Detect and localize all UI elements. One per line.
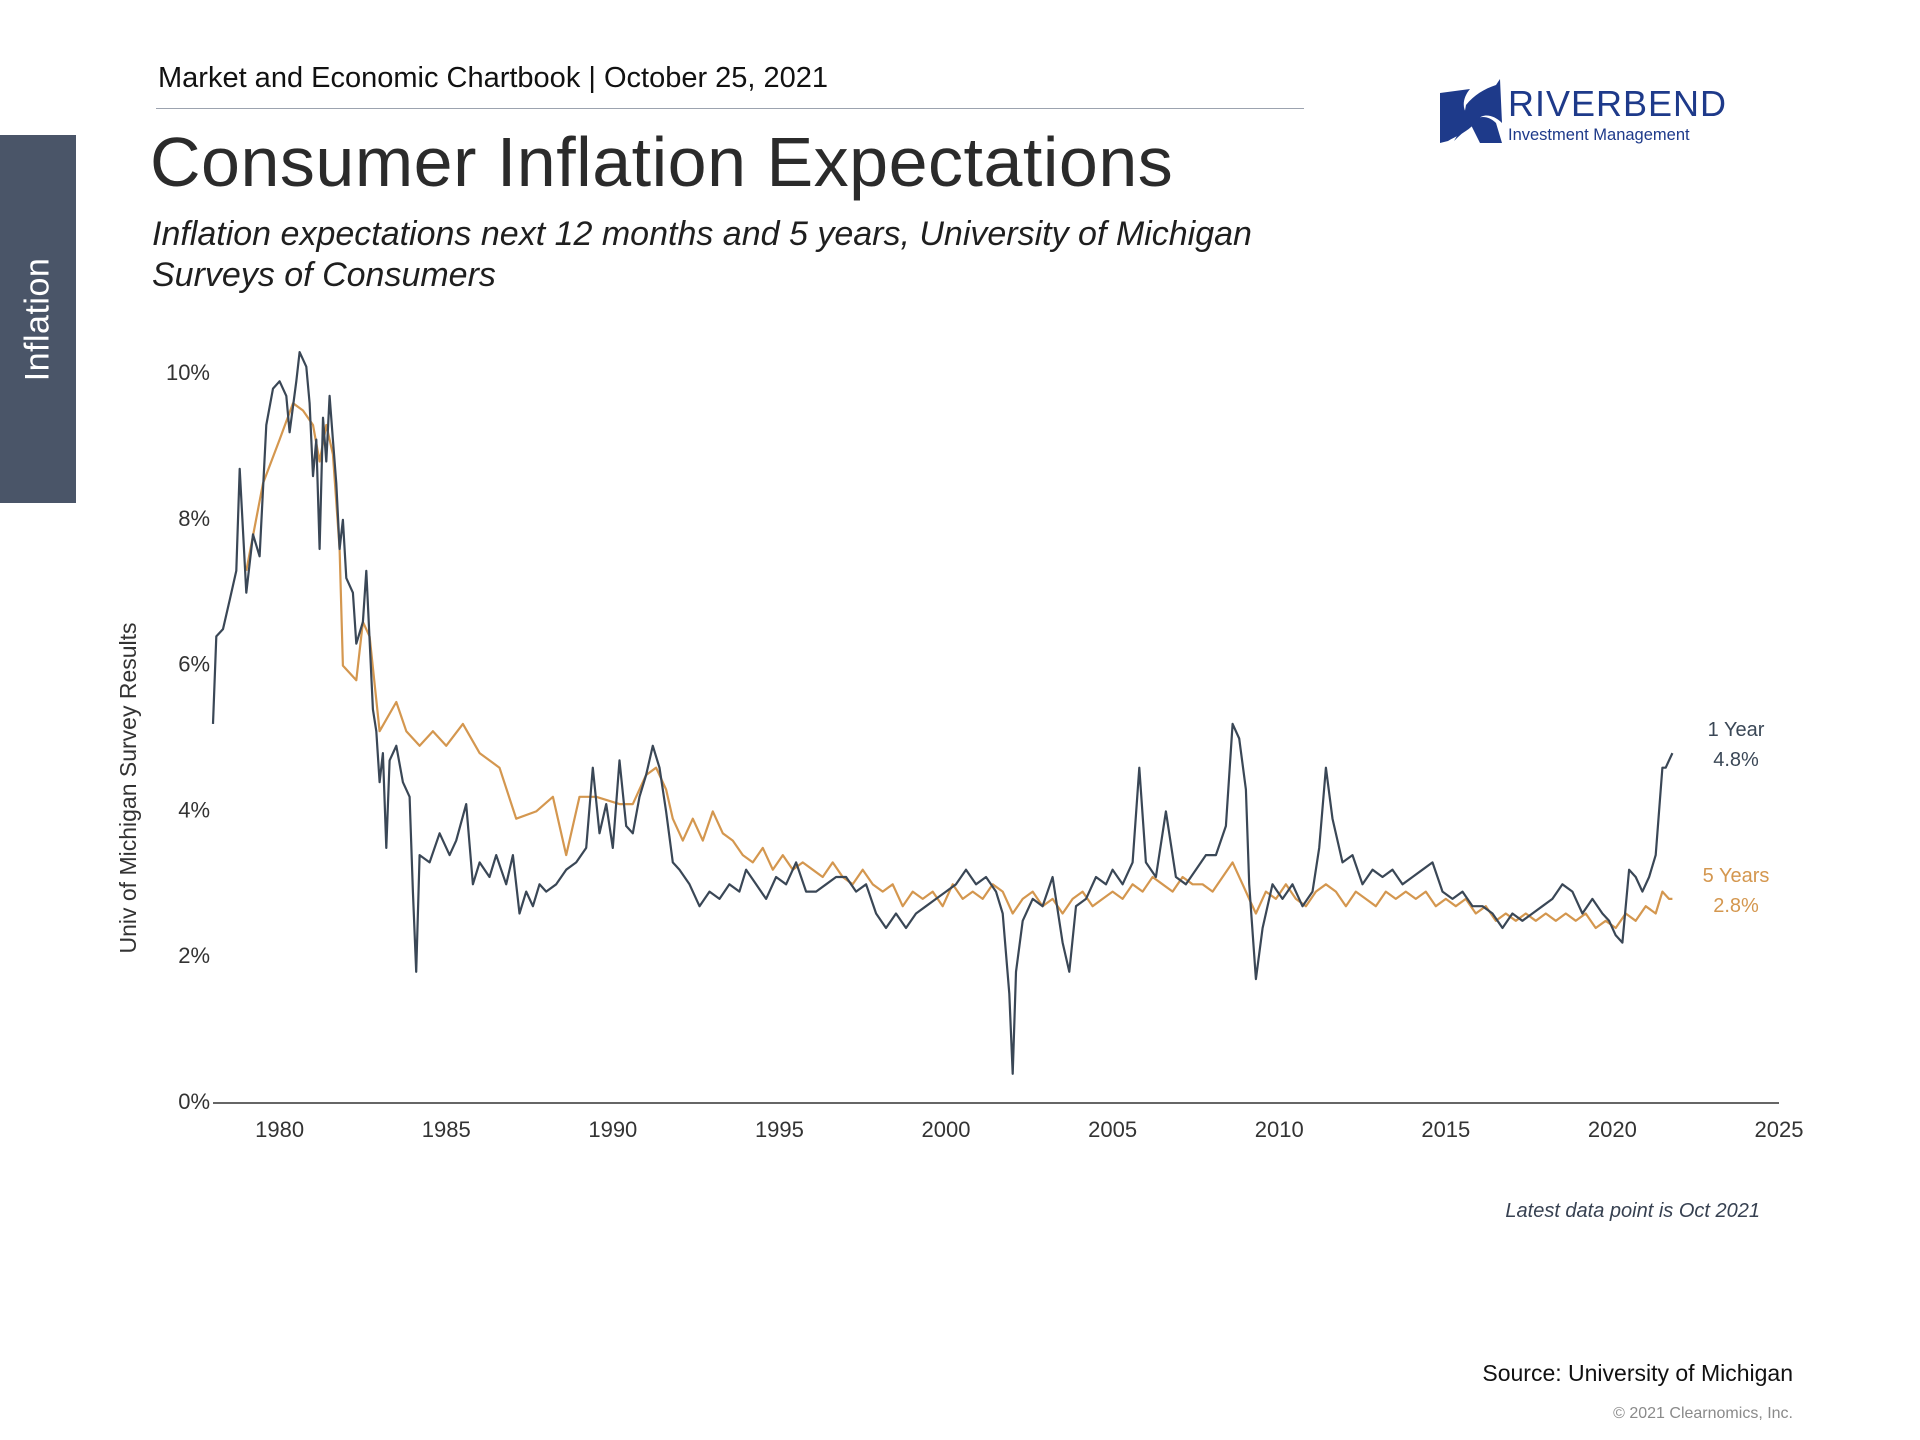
header-divider: [156, 108, 1304, 109]
y-tick-label: 0%: [178, 1089, 210, 1114]
y-tick-label: 6%: [178, 652, 210, 677]
end-value-1-year: 4.8%: [1713, 749, 1759, 771]
x-tick-label: 1995: [755, 1117, 804, 1142]
chartbook-header: Market and Economic Chartbook | October …: [158, 62, 829, 94]
latest-data-note: Latest data point is Oct 2021: [1505, 1200, 1760, 1222]
logo-tagline: Investment Management: [1508, 126, 1690, 144]
series-layer: [211, 351, 1674, 1075]
page-subtitle: Inflation expectations next 12 months an…: [152, 215, 1252, 294]
y-tick-label: 8%: [178, 506, 210, 531]
sidebar-tab: Inflation: [0, 135, 76, 503]
y-axis-title: Univ of Michigan Survey Results: [115, 622, 141, 953]
series-end-labels: 1 Year 4.8% 5 Years 2.8%: [1703, 719, 1770, 917]
source-note: Source: University of Michigan: [1482, 1360, 1793, 1386]
end-value-5-years: 2.8%: [1713, 895, 1759, 917]
x-tick-label: 1980: [255, 1117, 304, 1142]
series-line-5-years: [245, 402, 1673, 930]
x-tick-label: 2000: [922, 1117, 971, 1142]
page-title: Consumer Inflation Expectations: [150, 123, 1174, 201]
x-axis-ticks: 1980 1985 1990 1995 2000 2005 2010 2015 2020 2025: [255, 1117, 1803, 1142]
x-tick-label: 1990: [588, 1117, 637, 1142]
end-label-1-year: 1 Year: [1708, 719, 1765, 741]
series-line-1-year: [211, 351, 1674, 1075]
y-axis-ticks: 0% 2% 4% 6% 8% 10%: [166, 360, 210, 1114]
riverbend-logo: RIVERBEND Investment Management: [1440, 79, 1727, 144]
end-label-5-years: 5 Years: [1703, 865, 1770, 887]
x-tick-label: 2010: [1255, 1117, 1304, 1142]
x-tick-label: 2020: [1588, 1117, 1637, 1142]
y-tick-label: 10%: [166, 360, 210, 385]
logo-wordmark: RIVERBEND: [1508, 83, 1727, 124]
x-tick-label: 2005: [1088, 1117, 1137, 1142]
x-tick-label: 2025: [1755, 1117, 1804, 1142]
x-tick-label: 2015: [1421, 1117, 1470, 1142]
x-tick-label: 1985: [422, 1117, 471, 1142]
y-tick-label: 4%: [178, 797, 210, 822]
riverbend-logo-icon: [1440, 79, 1502, 143]
copyright-note: © 2021 Clearnomics, Inc.: [1613, 1405, 1793, 1422]
y-tick-label: 2%: [178, 943, 210, 968]
